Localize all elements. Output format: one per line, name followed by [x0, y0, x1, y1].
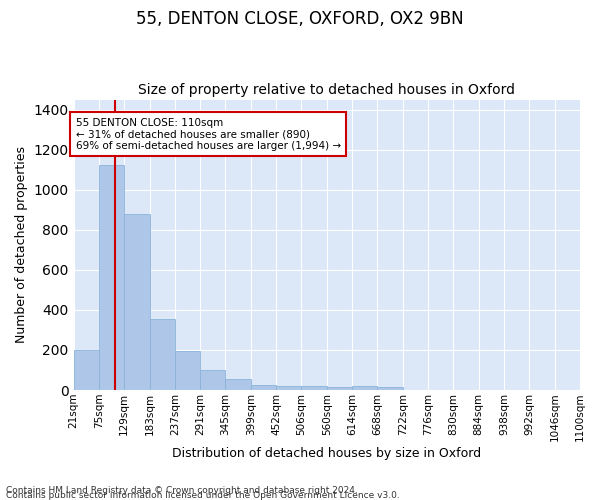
Text: Contains public sector information licensed under the Open Government Licence v3: Contains public sector information licen… [6, 491, 400, 500]
Title: Size of property relative to detached houses in Oxford: Size of property relative to detached ho… [138, 83, 515, 97]
Bar [327, 387, 352, 390]
Bar [200, 370, 226, 390]
Text: 55 DENTON CLOSE: 110sqm
← 31% of detached houses are smaller (890)
69% of semi-d: 55 DENTON CLOSE: 110sqm ← 31% of detache… [76, 118, 341, 151]
Bar [74, 350, 99, 390]
Bar [352, 386, 377, 390]
Bar [251, 385, 276, 390]
Y-axis label: Number of detached properties: Number of detached properties [15, 146, 28, 344]
Bar [377, 387, 403, 390]
Text: 55, DENTON CLOSE, OXFORD, OX2 9BN: 55, DENTON CLOSE, OXFORD, OX2 9BN [136, 10, 464, 28]
Bar [175, 351, 200, 390]
Bar [149, 319, 175, 390]
Bar [301, 386, 327, 390]
Bar [99, 164, 124, 390]
X-axis label: Distribution of detached houses by size in Oxford: Distribution of detached houses by size … [172, 447, 481, 460]
Text: Contains HM Land Registry data © Crown copyright and database right 2024.: Contains HM Land Registry data © Crown c… [6, 486, 358, 495]
Bar [124, 214, 149, 390]
Bar [226, 379, 251, 390]
Bar [276, 386, 301, 390]
